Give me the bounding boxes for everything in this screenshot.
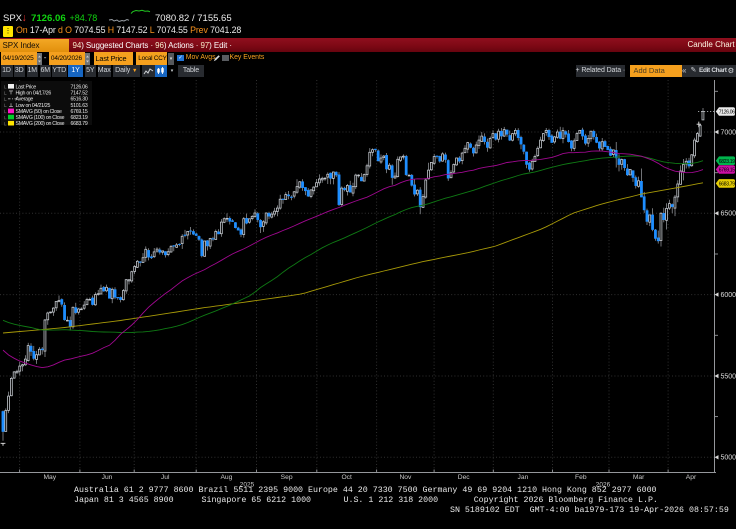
svg-text:6769.15: 6769.15 <box>70 109 87 115</box>
svg-text:Average: Average <box>16 97 34 103</box>
svg-text:5500: 5500 <box>721 373 736 380</box>
svg-text:Jun: Jun <box>102 474 113 481</box>
svg-text:5000: 5000 <box>721 455 736 462</box>
svg-text:Low on 04/21/25: Low on 04/21/25 <box>16 103 51 109</box>
svg-text:2026: 2026 <box>596 482 611 489</box>
svg-text:Jan: Jan <box>518 474 529 481</box>
svg-text:Mar: Mar <box>633 474 645 481</box>
svg-text:6500: 6500 <box>721 211 736 218</box>
svg-text:6769.15: 6769.15 <box>719 168 735 174</box>
svg-text:SMAVG (50) on Close: SMAVG (50) on Close <box>16 109 63 115</box>
svg-text:Jul: Jul <box>161 474 170 481</box>
svg-text:Oct: Oct <box>341 474 352 481</box>
svg-text:Feb: Feb <box>575 474 587 481</box>
svg-text:2025: 2025 <box>240 482 255 489</box>
svg-text:High on 04/17/26: High on 04/17/26 <box>16 90 52 96</box>
svg-text:5101.63: 5101.63 <box>70 103 87 109</box>
svg-text:7126.06: 7126.06 <box>719 110 735 116</box>
svg-text:7000: 7000 <box>721 129 736 136</box>
svg-text:Last Price: Last Price <box>16 84 37 90</box>
svg-text:6683.79: 6683.79 <box>719 182 735 188</box>
svg-text:Aug: Aug <box>220 474 232 481</box>
svg-text:SMAVG (100) on Close: SMAVG (100) on Close <box>16 115 65 121</box>
svg-text:Dec: Dec <box>458 474 471 481</box>
svg-text:Nov: Nov <box>399 474 412 481</box>
svg-text:7147.52: 7147.52 <box>70 90 87 96</box>
svg-text:6000: 6000 <box>721 292 736 299</box>
svg-text:6823.19: 6823.19 <box>70 115 87 121</box>
svg-text:SMAVG (200) on Close: SMAVG (200) on Close <box>16 121 65 127</box>
svg-text:6516.30: 6516.30 <box>70 97 87 103</box>
svg-text:Apr: Apr <box>686 474 697 481</box>
svg-text:7126.06: 7126.06 <box>70 84 87 90</box>
svg-text:6683.79: 6683.79 <box>70 121 87 127</box>
svg-text:Sep: Sep <box>281 474 293 481</box>
svg-text:6823.19: 6823.19 <box>719 159 735 165</box>
svg-text:May: May <box>43 474 56 481</box>
